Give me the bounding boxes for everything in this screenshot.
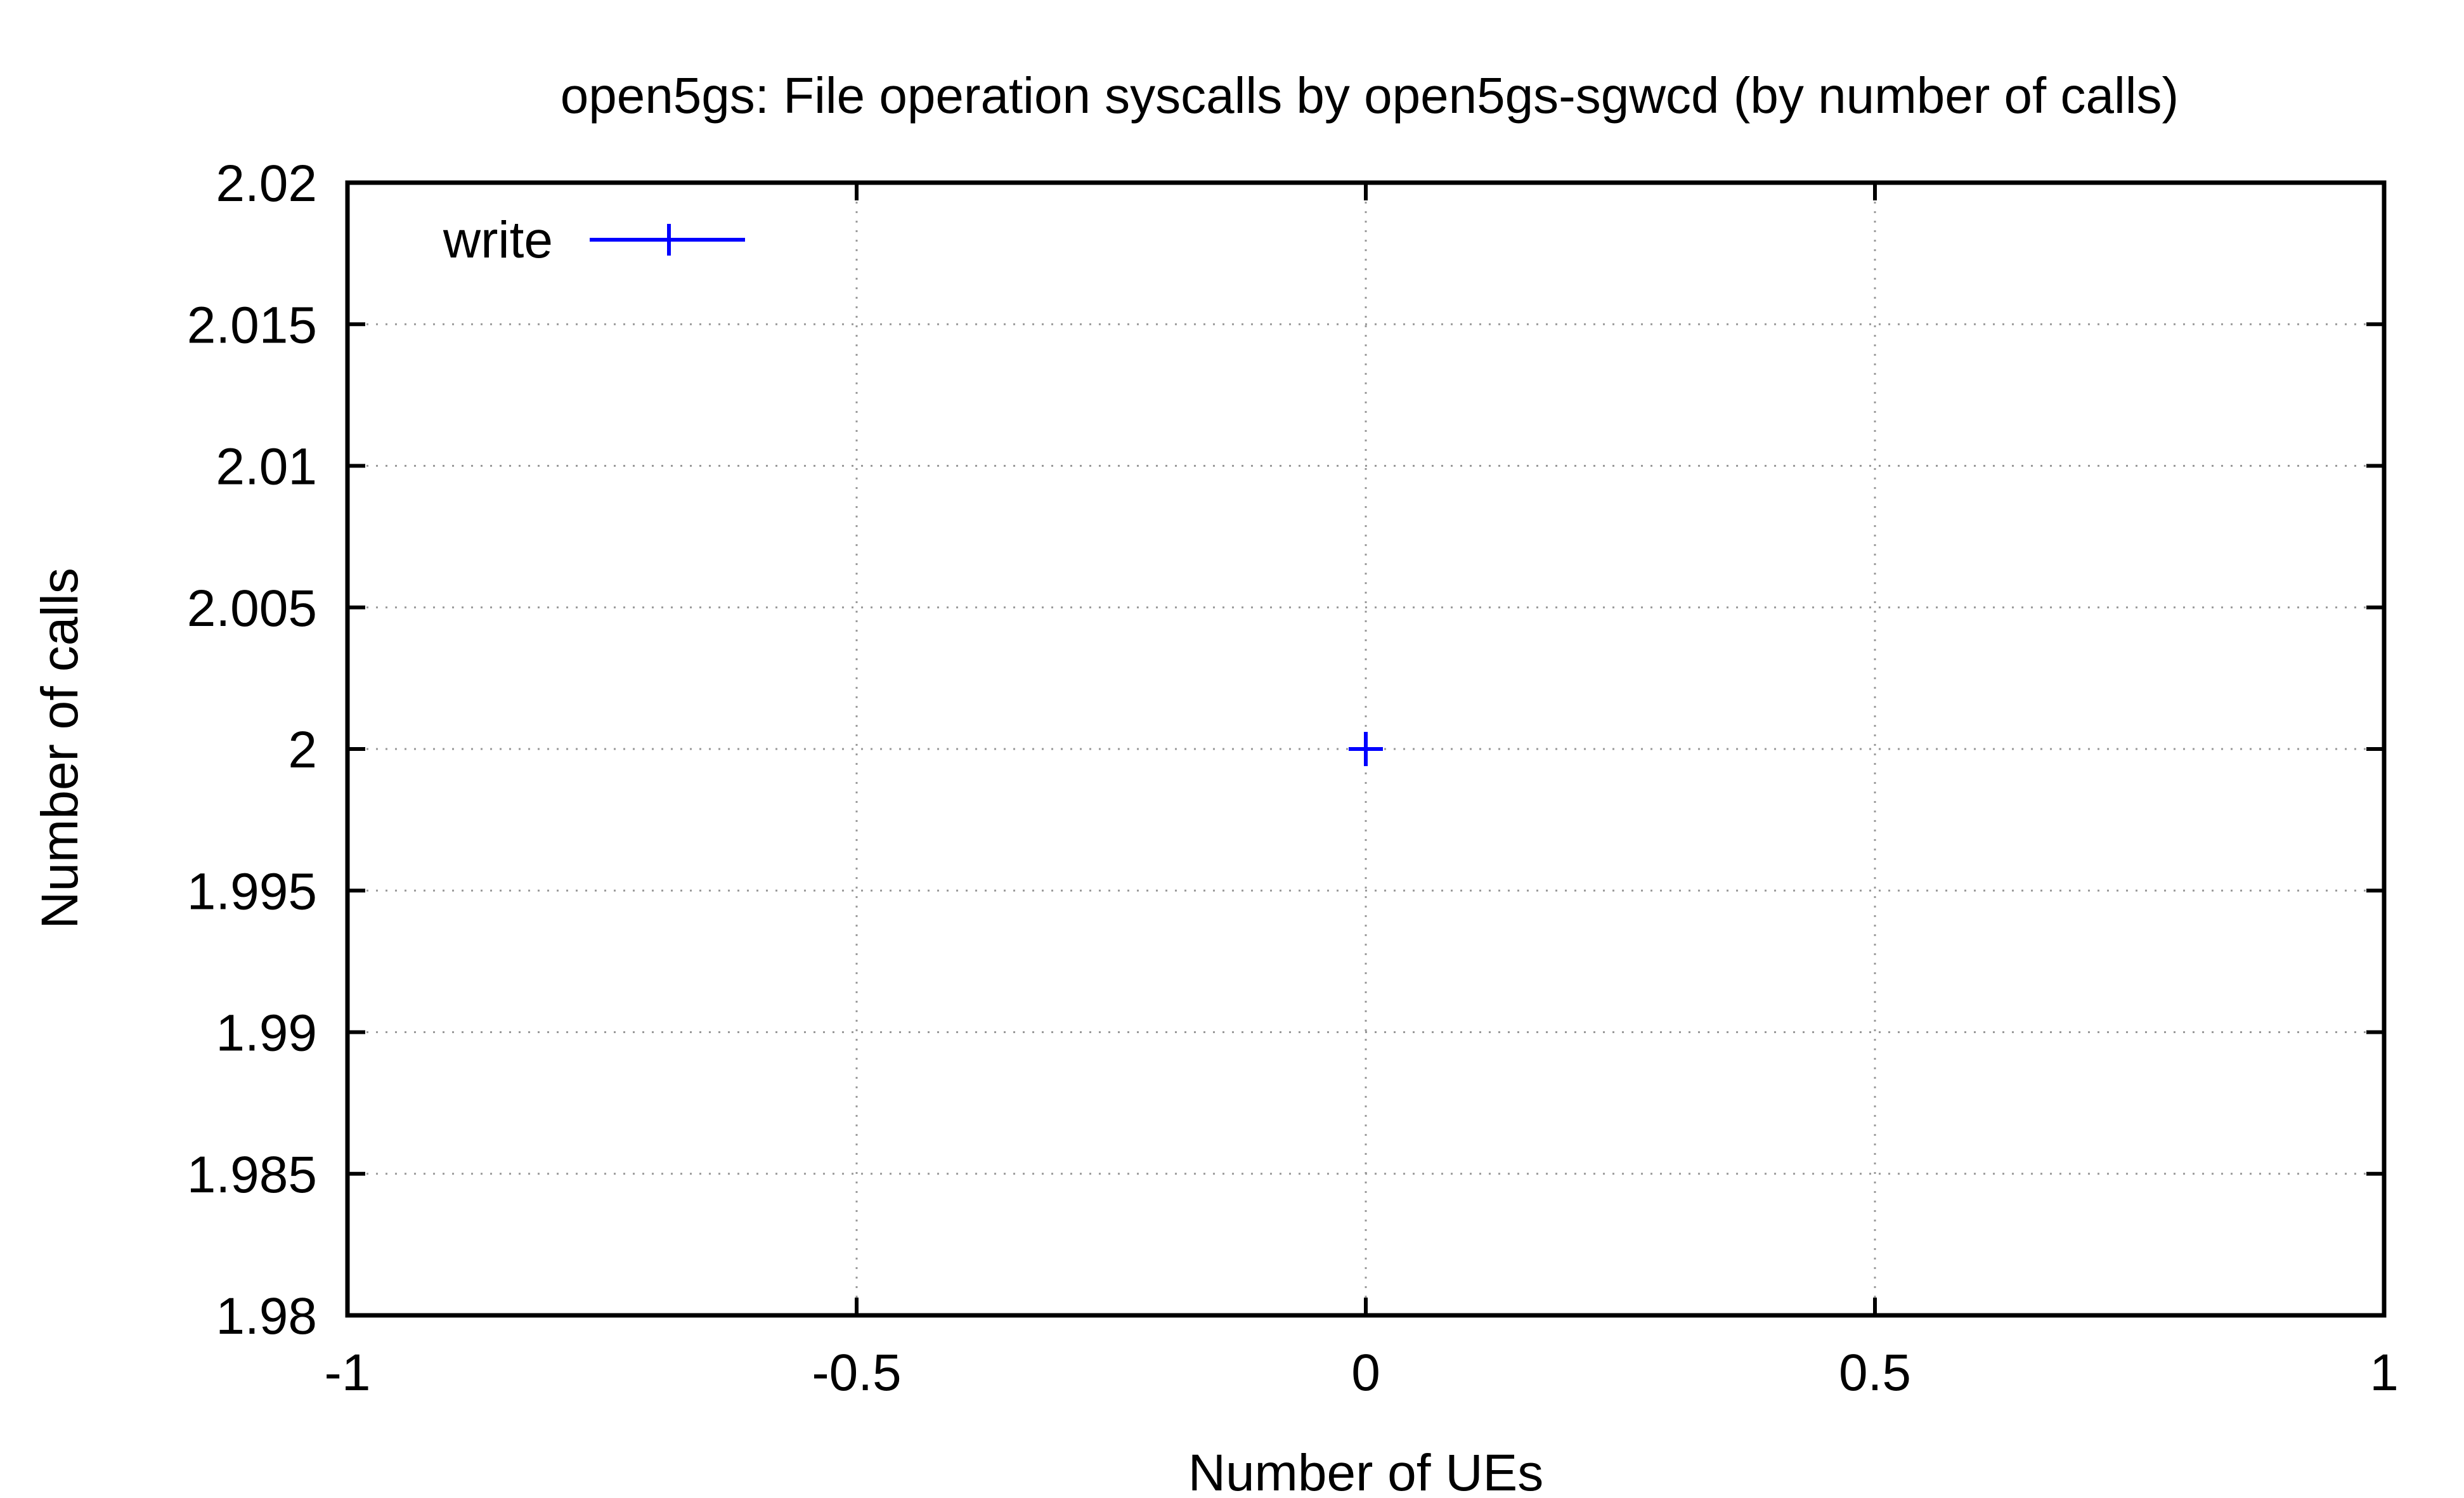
legend: write [443, 211, 745, 269]
x-tick-label: 0.5 [1839, 1344, 1911, 1402]
y-tick-label: 2.015 [187, 296, 317, 354]
y-axis-label: Number of calls [31, 568, 89, 929]
x-tick-label: -1 [325, 1344, 371, 1402]
legend-label: write [443, 211, 553, 269]
y-tick-label: 2.01 [216, 438, 317, 496]
x-tick-label: -0.5 [812, 1344, 901, 1402]
legend-marker [653, 224, 685, 256]
chart-title: open5gs: File operation syscalls by open… [561, 67, 2179, 124]
y-tick-label: 2.005 [187, 580, 317, 637]
y-tick-label: 1.995 [187, 863, 317, 920]
data-point [1349, 732, 1383, 766]
x-tick-label: 0 [1351, 1344, 1380, 1402]
data-points [1349, 732, 1383, 766]
y-tick-label: 1.985 [187, 1146, 317, 1204]
y-tick-label: 1.98 [216, 1287, 317, 1345]
x-tick-labels: -1 -0.5 0 0.5 1 [325, 1344, 2399, 1402]
x-tick-label: 1 [2370, 1344, 2399, 1402]
x-axis-label: Number of UEs [1188, 1444, 1544, 1498]
plot-frame [345, 180, 2387, 1318]
y-tick-label: 1.99 [216, 1005, 317, 1062]
y-tick-labels: 1.98 1.985 1.99 1.995 2 2.005 2.01 2.015 2.02 [187, 155, 317, 1345]
y-tick-label: 2.02 [216, 155, 317, 212]
y-tick-label: 2 [288, 721, 317, 779]
